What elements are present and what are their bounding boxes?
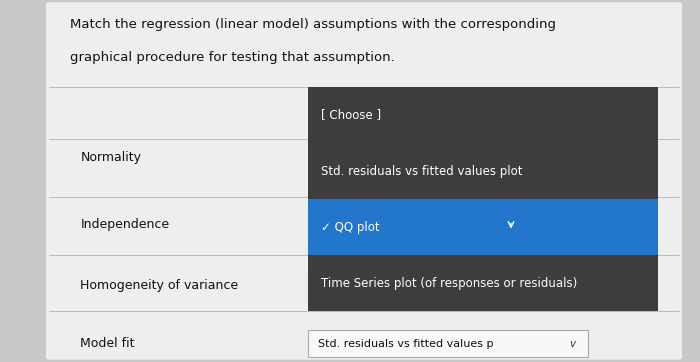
Text: ✓ QQ plot: ✓ QQ plot <box>321 221 379 233</box>
Text: Time Series plot (of responses: Time Series plot (of responses <box>318 281 486 291</box>
FancyBboxPatch shape <box>308 87 658 311</box>
FancyBboxPatch shape <box>46 2 682 360</box>
FancyBboxPatch shape <box>308 272 588 300</box>
Text: Std. residuals vs fitted values plot: Std. residuals vs fitted values plot <box>321 165 522 177</box>
Text: [ Choose ]: [ Choose ] <box>321 109 381 121</box>
Text: v: v <box>570 339 575 349</box>
Text: Model fit: Model fit <box>80 337 135 350</box>
Text: Std. residuals vs fitted values p: Std. residuals vs fitted values p <box>318 339 494 349</box>
FancyBboxPatch shape <box>308 211 588 238</box>
Text: Match the regression (linear model) assumptions with the corresponding: Match the regression (linear model) assu… <box>70 18 556 31</box>
Text: Std. residuals vs fitted values p: Std. residuals vs fitted values p <box>318 219 494 230</box>
Text: v: v <box>570 219 575 230</box>
Text: Homogeneity of variance: Homogeneity of variance <box>80 279 239 292</box>
Text: v: v <box>570 281 575 291</box>
Text: graphical procedure for testing that assumption.: graphical procedure for testing that ass… <box>70 51 395 64</box>
FancyBboxPatch shape <box>308 199 658 255</box>
Text: Independence: Independence <box>80 218 169 231</box>
Text: Time Series plot (of responses or residuals): Time Series plot (of responses or residu… <box>321 277 577 290</box>
Text: Normality: Normality <box>80 151 141 164</box>
FancyBboxPatch shape <box>308 330 588 358</box>
